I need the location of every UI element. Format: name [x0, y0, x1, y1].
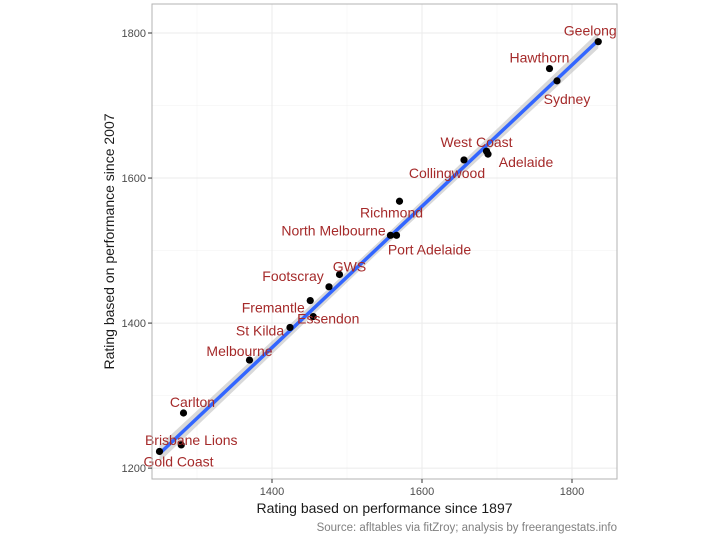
point-label: Melbourne	[206, 343, 272, 359]
source-caption: Source: afltables via fitZroy; analysis …	[317, 522, 617, 534]
x-tick-label: 1800	[560, 486, 584, 498]
point-labels: Geelong Hawthorn Sydney West Coast Adelaide C…	[143, 23, 616, 470]
point-label: Carlton	[170, 394, 215, 410]
data-point	[286, 323, 294, 332]
data-point	[335, 270, 344, 279]
data-point	[177, 441, 185, 449]
point-label: Adelaide	[499, 154, 554, 170]
point-label: West Coast	[440, 134, 512, 150]
point-label: St Kilda	[236, 322, 284, 338]
point-label: Brisbane Lions	[145, 432, 238, 448]
fit-line	[158, 38, 600, 455]
point-label: North Melbourne	[281, 222, 385, 238]
point-label: GWS	[333, 258, 366, 274]
panel-border	[151, 3, 618, 480]
y-tick-label: 1200	[122, 463, 146, 475]
point-label: Collingwood	[409, 165, 485, 181]
data-point	[306, 297, 314, 305]
data-point	[553, 77, 561, 85]
data-points	[155, 38, 602, 456]
data-point	[545, 64, 554, 73]
point-label: Fremantle	[242, 300, 305, 316]
grid-lines	[152, 4, 617, 479]
y-tick-label: 1400	[122, 318, 146, 330]
y-axis-ticks: 1200 1400 1600 1800	[122, 28, 152, 475]
data-point	[155, 447, 164, 456]
x-tick-label: 1600	[410, 486, 434, 498]
y-tick-label: 1600	[122, 173, 146, 185]
regression-line	[158, 38, 600, 455]
data-point	[392, 231, 401, 239]
data-point	[309, 312, 317, 321]
x-axis-ticks: 1400 1600 1800	[260, 479, 584, 498]
point-label: Richmond	[360, 204, 423, 220]
y-tick-label: 1800	[122, 28, 146, 40]
point-label: Sydney	[544, 91, 591, 107]
y-axis-title: Rating based on performance since 2007	[101, 113, 117, 369]
point-label: Geelong	[564, 23, 617, 39]
data-point	[325, 283, 333, 291]
data-point	[460, 156, 468, 164]
x-axis-title: Rating based on performance since 1897	[256, 500, 512, 516]
point-label: Essendon	[297, 311, 359, 327]
data-point	[179, 409, 188, 417]
data-point	[395, 197, 404, 205]
data-point	[245, 356, 254, 364]
data-point	[386, 231, 395, 239]
data-point	[484, 150, 492, 158]
x-tick-label: 1400	[260, 486, 284, 498]
point-label: Footscray	[262, 268, 323, 284]
point-label: Gold Coast	[143, 453, 213, 469]
data-point	[594, 38, 602, 46]
point-label: Hawthorn	[510, 50, 570, 66]
point-label: Port Adelaide	[388, 241, 471, 257]
